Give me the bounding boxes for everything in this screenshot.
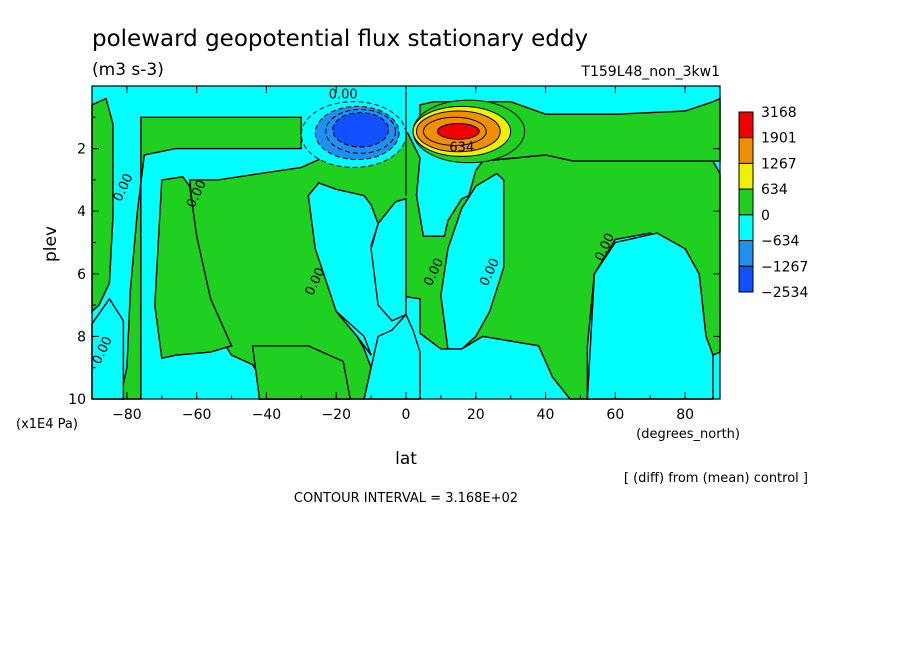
x-tick-label: −60: [182, 407, 212, 423]
flux-cores: [300, 92, 526, 196]
x-axis-label: lat: [395, 449, 417, 469]
x-tick-label: 0: [402, 407, 411, 423]
cyan-pocket-1: [370, 197, 407, 322]
x-tick-label: 40: [537, 407, 555, 423]
y-tick-label: 10: [68, 392, 86, 408]
x-tick-label: 60: [606, 407, 624, 423]
colorbar-label: −2534: [761, 285, 808, 301]
contour-label: 634: [449, 141, 474, 156]
colorbar-label: 0: [761, 208, 770, 224]
x-tick-label: −80: [112, 407, 142, 423]
run-label: T159L48_non_3kw1: [580, 64, 720, 80]
x-tick-label: −40: [252, 407, 282, 423]
colorbar-swatch: [738, 240, 754, 267]
cyan-pocket-2: [440, 172, 505, 350]
colorbar-swatch: [738, 214, 754, 242]
colorbar-label: −634: [761, 234, 800, 250]
colorbar-label: 1267: [761, 156, 797, 172]
chart-title: poleward geopotential flux stationary ed…: [92, 26, 588, 52]
colorbar-label: 634: [761, 182, 788, 198]
contour-label: 0.00: [329, 88, 358, 103]
colorbar-swatch: [738, 111, 754, 139]
green-region-4: [251, 345, 352, 400]
y-tick-label: 2: [77, 142, 86, 158]
colorbar-swatch: [738, 188, 754, 216]
colorbar-swatch: [738, 162, 754, 190]
colorbar-label: −1267: [761, 259, 808, 275]
colorbar-label: 3168: [761, 105, 797, 121]
x-axis-units: (degrees_north): [636, 427, 740, 442]
y-tick-label: 6: [77, 267, 86, 283]
y-axis-units: (x1E4 Pa): [16, 417, 78, 432]
x-tick-label: −20: [321, 407, 351, 423]
axes: −80 −60 −40 −20 0 20 40 60 80 2 4 6 8 10: [68, 86, 721, 423]
diff-note: [ (diff) from (mean) control ]: [624, 471, 808, 486]
pos-contour-3168: [436, 123, 480, 140]
green-region-1: [91, 97, 114, 313]
cyan-pocket-3: [586, 232, 714, 400]
colorbar-swatch: [738, 137, 754, 164]
colorbar: 3168 1901 1267 634 0 −634 −1267 −2534: [738, 105, 808, 301]
colorbar-swatch: [738, 265, 754, 293]
neg-contour-2534: [332, 112, 390, 148]
y-axis-label: plev: [41, 226, 61, 262]
chart-units: (m3 s-3): [92, 60, 164, 80]
y-tick-label: 8: [77, 329, 86, 345]
contour-interval: CONTOUR INTERVAL = 3.168E+02: [294, 491, 518, 506]
x-tick-label: 20: [467, 407, 485, 423]
cyan-pocket-6: [335, 310, 372, 356]
x-tick-label: 80: [676, 407, 694, 423]
green-region-6: [154, 176, 233, 360]
y-tick-label: 4: [77, 204, 86, 220]
colorbar-label: 1901: [761, 131, 797, 147]
